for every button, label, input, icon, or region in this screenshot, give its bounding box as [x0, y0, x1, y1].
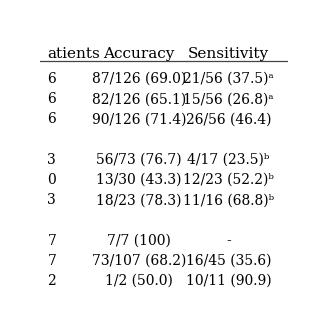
Text: 0: 0	[47, 173, 56, 187]
Text: 26/56 (46.4): 26/56 (46.4)	[186, 112, 271, 126]
Text: 7: 7	[47, 234, 56, 248]
Text: 6: 6	[47, 72, 56, 86]
Text: 13/30 (43.3): 13/30 (43.3)	[96, 173, 182, 187]
Text: 56/73 (76.7): 56/73 (76.7)	[96, 153, 182, 167]
Text: 82/126 (65.1): 82/126 (65.1)	[92, 92, 186, 106]
Text: atients: atients	[47, 47, 100, 61]
Text: 11/16 (68.8)ᵇ: 11/16 (68.8)ᵇ	[183, 193, 274, 207]
Text: 7/7 (100): 7/7 (100)	[107, 234, 171, 248]
Text: 73/107 (68.2): 73/107 (68.2)	[92, 254, 186, 268]
Text: 18/23 (78.3): 18/23 (78.3)	[96, 193, 182, 207]
Text: Accuracy: Accuracy	[103, 47, 175, 61]
Text: Sensitivity: Sensitivity	[188, 47, 269, 61]
Text: 21/56 (37.5)ᵃ: 21/56 (37.5)ᵃ	[183, 72, 274, 86]
Text: 2: 2	[47, 274, 56, 288]
Text: 10/11 (90.9): 10/11 (90.9)	[186, 274, 271, 288]
Text: 16/45 (35.6): 16/45 (35.6)	[186, 254, 271, 268]
Text: 15/56 (26.8)ᵃ: 15/56 (26.8)ᵃ	[183, 92, 274, 106]
Text: 1/2 (50.0): 1/2 (50.0)	[105, 274, 173, 288]
Text: 87/126 (69.0): 87/126 (69.0)	[92, 72, 186, 86]
Text: 3: 3	[47, 193, 56, 207]
Text: 90/126 (71.4): 90/126 (71.4)	[92, 112, 187, 126]
Text: 4/17 (23.5)ᵇ: 4/17 (23.5)ᵇ	[187, 153, 270, 167]
Text: 3: 3	[47, 153, 56, 167]
Text: 7: 7	[47, 254, 56, 268]
Text: 6: 6	[47, 92, 56, 106]
Text: 12/23 (52.2)ᵇ: 12/23 (52.2)ᵇ	[183, 173, 274, 187]
Text: -: -	[226, 234, 231, 248]
Text: 6: 6	[47, 112, 56, 126]
